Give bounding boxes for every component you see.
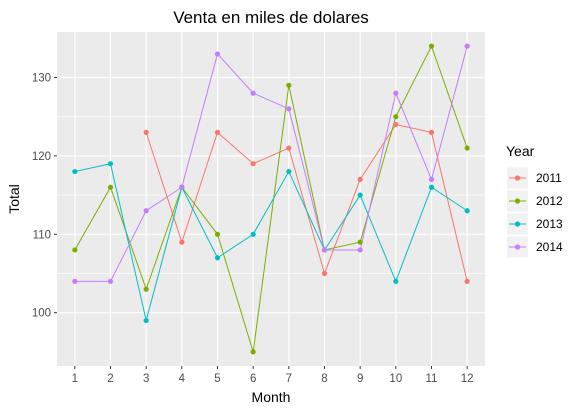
x-tick-label: 1 [72, 373, 78, 385]
data-point-2011 [179, 239, 185, 245]
x-tick-label: 11 [426, 373, 438, 385]
legend: Year 2011 2012 2013 2014 [506, 143, 563, 258]
data-point-2014 [143, 208, 149, 214]
data-point-2012 [214, 231, 221, 237]
x-axis-ticks: 1 2 3 4 5 6 7 8 9 10 11 12 [72, 366, 474, 385]
legend-label: 2014 [536, 240, 563, 254]
legend-item-2012: 2012 [507, 190, 563, 212]
x-tick-label: 4 [179, 373, 186, 385]
data-point-2013 [286, 168, 292, 175]
x-tick-label: 2 [107, 373, 113, 385]
series-line-2014 [74, 45, 468, 282]
x-tick-label: 7 [286, 373, 292, 385]
data-point-2014 [321, 247, 328, 253]
data-point-2014 [179, 184, 185, 190]
x-tick-label: 12 [461, 373, 474, 385]
data-point-2013 [393, 278, 399, 284]
series-line-2013 [74, 163, 468, 321]
data-point-2014 [428, 176, 435, 182]
x-tick-label: 3 [143, 373, 149, 385]
data-point-2011 [464, 278, 470, 284]
chart-title: Venta en miles de dolares [173, 8, 369, 27]
data-point-2011 [286, 145, 292, 151]
data-point-2011 [393, 121, 399, 128]
x-tick-label: 8 [321, 373, 327, 385]
data-point-2012 [464, 145, 470, 151]
legend-item-2014: 2014 [507, 236, 563, 258]
y-axis-title: Total [6, 184, 22, 214]
series-points [72, 43, 470, 355]
data-point-2011 [428, 129, 435, 135]
data-point-2014 [214, 51, 221, 57]
legend-title: Year [506, 143, 535, 159]
y-tick-label: 110 [33, 229, 51, 241]
data-point-2012 [393, 114, 399, 120]
data-point-2011 [143, 129, 149, 135]
data-point-2011 [321, 270, 328, 277]
x-tick-label: 6 [250, 373, 256, 385]
y-tick-label: 120 [32, 151, 51, 163]
legend-key-point [514, 198, 521, 204]
data-point-2014 [393, 90, 399, 96]
data-point-2014 [286, 106, 292, 112]
x-tick-label: 5 [214, 373, 220, 385]
data-point-2012 [286, 82, 292, 88]
y-tick-label: 100 [32, 308, 51, 320]
y-axis-ticks: 100 110 120 130 [32, 72, 57, 320]
legend-label: 2013 [536, 217, 563, 231]
data-point-2013 [143, 317, 149, 324]
data-point-2013 [428, 184, 435, 190]
data-point-2013 [464, 208, 470, 214]
legend-item-2011: 2011 [507, 167, 562, 189]
data-point-2014 [250, 90, 256, 96]
x-axis-title: Month [252, 389, 291, 405]
data-point-2012 [72, 247, 78, 253]
legend-key-point [514, 221, 521, 227]
data-point-2013 [214, 255, 221, 261]
series-lines [74, 44, 468, 353]
data-point-2014 [107, 278, 114, 284]
data-point-2013 [107, 161, 114, 167]
data-point-2011 [250, 161, 256, 167]
legend-item-2013: 2013 [507, 213, 563, 235]
data-point-2012 [357, 239, 363, 245]
data-point-2014 [72, 278, 78, 284]
legend-key-point [514, 175, 521, 181]
legend-label: 2011 [536, 171, 562, 185]
legend-label: 2012 [536, 194, 563, 208]
data-point-2012 [107, 184, 114, 190]
data-point-2012 [143, 286, 149, 292]
x-tick-label: 10 [389, 373, 402, 385]
data-point-2011 [214, 129, 221, 135]
data-point-2013 [357, 192, 363, 198]
data-point-2012 [250, 349, 256, 355]
data-point-2011 [357, 176, 363, 182]
x-tick-label: 9 [357, 373, 363, 385]
data-point-2014 [464, 43, 470, 49]
data-point-2013 [250, 231, 256, 237]
plot-panel [57, 32, 485, 366]
data-point-2012 [428, 43, 435, 49]
data-point-2014 [357, 247, 363, 253]
y-tick-label: 130 [32, 72, 51, 84]
data-point-2013 [72, 168, 78, 175]
legend-key-point [514, 244, 521, 250]
series-line-2012 [74, 44, 468, 353]
